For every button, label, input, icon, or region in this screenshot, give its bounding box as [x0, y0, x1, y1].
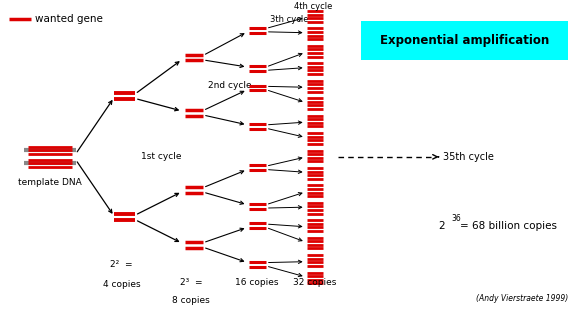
Text: 35th cycle: 35th cycle	[442, 152, 494, 162]
Text: 4 copies: 4 copies	[103, 280, 141, 289]
Text: 2nd cycle: 2nd cycle	[208, 81, 252, 90]
Text: 2²  =: 2² =	[110, 260, 133, 269]
Text: 2: 2	[438, 221, 445, 231]
Text: = 68 billion copies: = 68 billion copies	[460, 221, 557, 231]
Text: 1st cycle: 1st cycle	[141, 152, 181, 161]
FancyBboxPatch shape	[361, 21, 568, 61]
Text: template DNA: template DNA	[18, 178, 82, 187]
Text: wanted gene: wanted gene	[36, 14, 103, 24]
Text: Exponential amplification: Exponential amplification	[380, 34, 549, 47]
Text: (Andy Vierstraete 1999): (Andy Vierstraete 1999)	[476, 294, 568, 303]
Text: 16 copies: 16 copies	[236, 278, 279, 287]
Text: 8 copies: 8 copies	[172, 296, 210, 305]
Text: 3th cycle: 3th cycle	[270, 15, 308, 23]
Text: 2³  =: 2³ =	[180, 278, 202, 287]
Text: 32 copies: 32 copies	[293, 278, 336, 287]
Text: 4th cycle: 4th cycle	[294, 2, 333, 11]
Text: 36: 36	[451, 214, 461, 223]
